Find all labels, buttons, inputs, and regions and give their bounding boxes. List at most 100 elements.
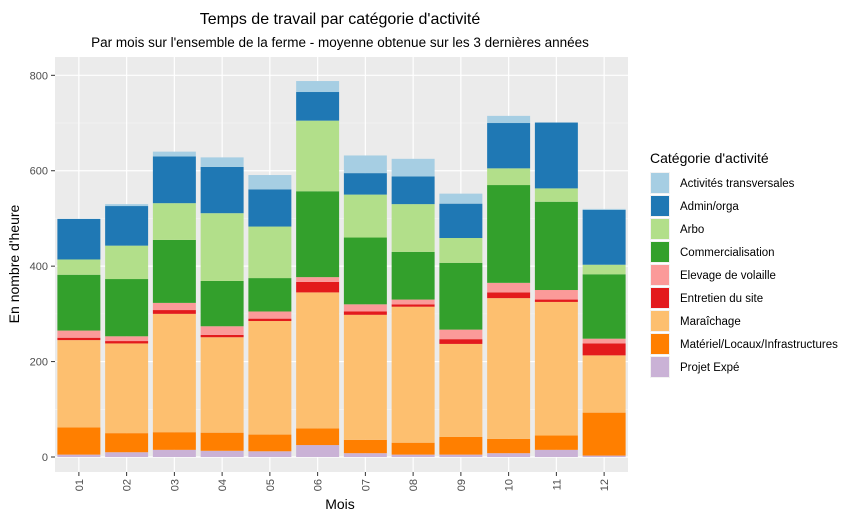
bar-segment — [343, 311, 387, 315]
bar-segment — [296, 445, 340, 457]
legend-label: Matériel/Locaux/Infrastructures — [680, 339, 838, 351]
bar-segment — [57, 340, 101, 428]
bar-segment — [343, 237, 387, 305]
bar-segment — [200, 337, 244, 433]
bar-segment — [582, 209, 626, 265]
x-tick-label: 04 — [217, 479, 229, 491]
bar-segment — [200, 450, 244, 457]
y-axis-ticks: 0 200 400 600 800 — [30, 70, 55, 464]
x-tick-label: 11 — [551, 479, 563, 490]
bar-segment — [152, 239, 196, 303]
bar-segment — [487, 298, 531, 439]
bar-segment — [439, 454, 483, 457]
bar-segment — [296, 81, 340, 93]
x-tick-label: 03 — [169, 479, 181, 491]
bar-segment — [200, 213, 244, 281]
bar-segment — [152, 432, 196, 450]
bar-segment — [439, 203, 483, 239]
bar-segment — [152, 310, 196, 314]
bar-segment — [391, 176, 435, 205]
bar-segment — [152, 302, 196, 311]
bar-segment — [248, 175, 292, 190]
bar-segment — [152, 151, 196, 157]
bar-segment — [487, 282, 531, 293]
x-tick-label: 10 — [504, 479, 516, 491]
bar-segment — [296, 428, 340, 446]
legend-label: Projet Expé — [680, 362, 739, 374]
bar-segment — [105, 341, 149, 344]
bar-segment — [57, 427, 101, 455]
bar-segment — [105, 336, 149, 342]
bar-segment — [57, 274, 101, 331]
bar-segment — [487, 185, 531, 283]
x-tick-label: 02 — [122, 479, 134, 491]
bar-segment — [439, 343, 483, 437]
x-tick-label: 07 — [360, 479, 372, 491]
legend-label: Activités transversales — [680, 178, 795, 190]
bar-segment — [105, 204, 149, 207]
bar-segment — [582, 208, 626, 210]
x-tick-label: 12 — [599, 479, 611, 491]
bar-segment — [105, 452, 149, 457]
bar-segment — [487, 123, 531, 169]
legend-swatch — [651, 173, 669, 193]
legend-swatch — [651, 219, 669, 239]
bar-segment — [152, 313, 196, 433]
bar-segment — [248, 318, 292, 322]
bar-segment — [534, 449, 578, 457]
legend-label: Admin/orga — [680, 201, 739, 213]
legend-swatch — [651, 288, 669, 308]
bar-segment — [487, 115, 531, 124]
bar-segment — [391, 204, 435, 252]
bar-segment — [391, 306, 435, 443]
bar-segment — [296, 277, 340, 282]
legend-label: Arbo — [680, 224, 704, 236]
bar-segment — [534, 188, 578, 202]
bar-segment — [487, 438, 531, 454]
bar-segment — [582, 455, 626, 457]
bar-segment — [343, 155, 387, 174]
bar-segment — [439, 329, 483, 340]
bar-segment — [582, 355, 626, 413]
bar-segment — [200, 334, 244, 338]
bar-segment — [343, 194, 387, 238]
bar-segment — [296, 281, 340, 293]
bar-segment — [391, 454, 435, 457]
x-axis-ticks: 01 02 03 04 05 06 07 08 09 10 11 12 — [74, 472, 611, 491]
legend-swatch — [651, 265, 669, 285]
bar-segment — [439, 193, 483, 204]
bar-segment — [534, 301, 578, 436]
chart-subtitle: Par mois sur l'ensemble de la ferme - mo… — [91, 35, 589, 50]
bar-segment — [57, 259, 101, 275]
bar-segment — [534, 435, 578, 450]
x-tick-label: 08 — [408, 479, 420, 491]
x-tick-label: 01 — [74, 479, 86, 491]
legend-swatch — [651, 311, 669, 331]
bar-segment — [391, 158, 435, 177]
y-tick-label: 400 — [30, 261, 48, 273]
bar-segment — [296, 92, 340, 121]
bar-segment — [200, 280, 244, 327]
bar-segment — [200, 432, 244, 451]
legend-label: Entretien du site — [680, 293, 763, 305]
y-tick-label: 800 — [30, 70, 48, 82]
y-tick-label: 600 — [30, 166, 48, 178]
legend-swatch — [651, 334, 669, 354]
bar-segment — [296, 292, 340, 429]
bar-segment — [105, 433, 149, 453]
x-axis-title: Mois — [325, 496, 355, 512]
bar-segment — [296, 120, 340, 192]
bar-segment — [57, 337, 101, 341]
bar-segment — [582, 343, 626, 356]
bar-segment — [152, 449, 196, 457]
bar-segment — [582, 264, 626, 275]
x-tick-label: 06 — [313, 479, 325, 491]
bar-segment — [343, 314, 387, 440]
bar-segment — [105, 245, 149, 280]
bar-segment — [487, 453, 531, 457]
bar-segment — [248, 321, 292, 435]
bar-segment — [582, 412, 626, 456]
bar-segment — [248, 278, 292, 312]
bars — [57, 81, 626, 457]
